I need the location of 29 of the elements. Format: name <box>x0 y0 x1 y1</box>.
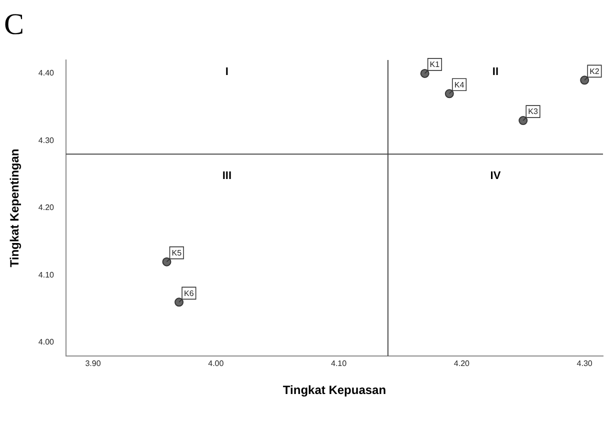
point <box>580 76 590 85</box>
y-tick-label: 4.00 <box>38 338 55 347</box>
x-tick-label: 4.10 <box>330 359 348 368</box>
y-tick-label: 4.20 <box>38 203 55 212</box>
x-tick-label: 4.00 <box>208 359 224 368</box>
annotation: K2 <box>590 66 600 76</box>
x-tick-label: 4.20 <box>454 359 470 368</box>
annotation: K6 <box>184 288 194 298</box>
point <box>420 68 430 78</box>
annotation: K5 <box>172 248 182 258</box>
chart-title: C <box>4 8 24 41</box>
point <box>518 116 528 126</box>
annotation: K4 <box>454 80 465 90</box>
point <box>444 89 454 98</box>
annotation: I <box>225 66 228 78</box>
y-axis-title: Tingkat Kepentingan <box>8 148 22 268</box>
point <box>174 298 184 307</box>
annotation: II <box>492 66 499 78</box>
annotation: K1 <box>430 60 440 70</box>
x-axis-title: Tingkat Kepuasan <box>282 383 386 398</box>
x-tick-label: 4.30 <box>576 359 593 368</box>
y-tick-label: 4.30 <box>38 136 55 145</box>
y-tick-label: 4.10 <box>38 270 55 280</box>
point <box>162 257 172 266</box>
x-tick-label: 3.90 <box>85 359 102 368</box>
y-tick-label: 4.40 <box>38 68 55 78</box>
annotation: IV <box>490 170 502 182</box>
annotation: K3 <box>528 107 538 116</box>
annotation: III <box>222 170 232 182</box>
